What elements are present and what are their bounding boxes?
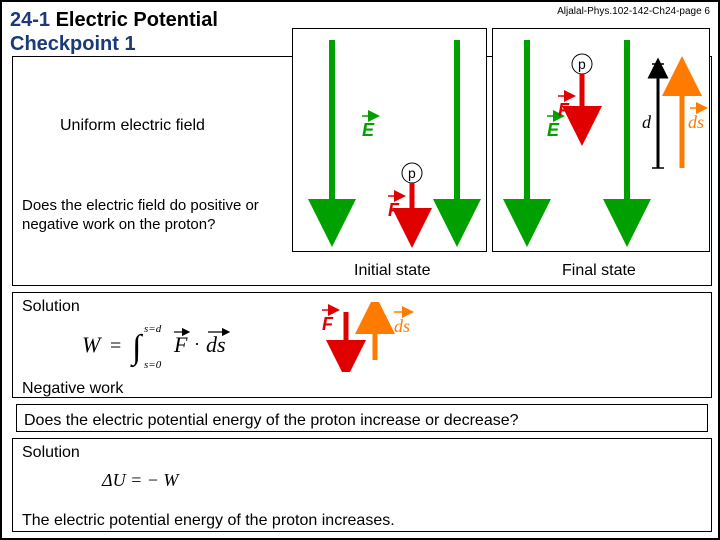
svg-text:F: F <box>322 314 334 334</box>
svg-text:ds: ds <box>206 332 226 357</box>
d-label: d <box>642 112 652 132</box>
proton-label-2: p <box>578 56 586 72</box>
answer2-text: The electric potential energy of the pro… <box>22 512 395 530</box>
question2-text: Does the electric potential energy of th… <box>24 412 519 430</box>
initial-caption: Initial state <box>354 262 430 280</box>
final-diagram: E p F d ds <box>492 28 710 252</box>
negative-work-text: Negative work <box>22 380 123 398</box>
header-ref: Aljalal-Phys.102-142-Ch24-page 6 <box>557 6 710 17</box>
slide-title: 24-1 Electric Potential Checkpoint 1 <box>10 8 218 56</box>
svg-text:∫: ∫ <box>130 329 144 368</box>
proton-label: p <box>408 165 416 181</box>
delta-u-equation: ΔU = − W <box>102 470 178 491</box>
solution2-label: Solution <box>22 444 80 462</box>
solution-vectors: F ds <box>302 302 462 372</box>
e-vector-label-2: E <box>547 120 560 140</box>
question-text: Does the electric field do positive or n… <box>22 197 282 235</box>
solution1-label: Solution <box>22 298 80 316</box>
svg-text:W: W <box>82 332 102 357</box>
ds-label: ds <box>688 112 704 132</box>
svg-text:ds: ds <box>394 316 410 336</box>
section-name: Electric Potential <box>56 9 218 31</box>
section-number: 24-1 <box>10 9 50 31</box>
checkpoint-label: Checkpoint 1 <box>10 33 136 55</box>
slide: Aljalal-Phys.102-142-Ch24-page 6 24-1 El… <box>0 0 720 540</box>
svg-text:=: = <box>110 335 121 357</box>
svg-text:s=0: s=0 <box>144 359 162 370</box>
w-integral: W = ∫ s=d s=0 F · ds <box>82 318 272 370</box>
svg-text:F: F <box>173 332 188 357</box>
initial-diagram: E p F <box>292 28 487 252</box>
uniform-field-label: Uniform electric field <box>60 117 205 135</box>
svg-text:·: · <box>194 334 200 354</box>
f-vector-label-2: F <box>558 100 570 120</box>
f-vector-label: F <box>388 200 400 220</box>
final-caption: Final state <box>562 262 636 280</box>
svg-text:s=d: s=d <box>144 323 162 335</box>
e-vector-label: E <box>362 120 375 140</box>
